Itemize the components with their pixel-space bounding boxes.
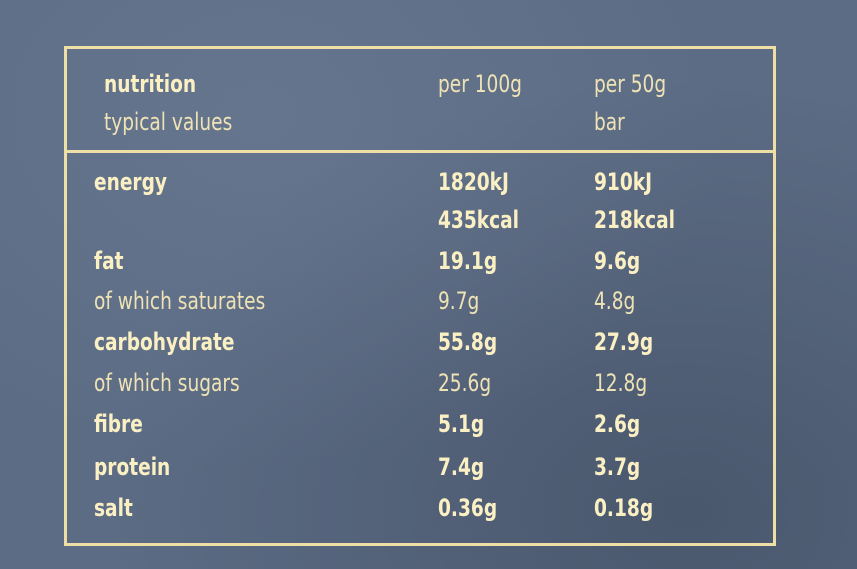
value-sugars-per-100g: 25.6g [438, 369, 492, 397]
table-header [67, 49, 773, 153]
value-sugars-per-50g: 12.8g [594, 369, 648, 397]
row-label-protein: protein [94, 453, 171, 481]
table-title: nutrition [104, 70, 197, 98]
row-label-sugars: of which sugars [94, 369, 240, 397]
value-energy-kj-per-100g: 1820kJ [438, 168, 509, 196]
row-label-saturates: of which saturates [94, 287, 266, 315]
column-header-per-50g: per 50g [594, 70, 667, 98]
row-label-carbohydrate: carbohydrate [94, 328, 235, 356]
value-protein-per-100g: 7.4g [438, 453, 485, 481]
row-label-fat: fat [94, 247, 124, 275]
value-saturates-per-50g: 4.8g [594, 287, 636, 315]
value-energy-kcal-per-50g: 218kcal [594, 206, 676, 234]
value-protein-per-50g: 3.7g [594, 453, 641, 481]
nutrition-table [64, 46, 776, 546]
row-label-salt: salt [94, 494, 133, 522]
value-carbohydrate-per-100g: 55.8g [438, 328, 498, 356]
row-label-energy: energy [94, 168, 167, 196]
row-label-fibre: fibre [94, 410, 143, 438]
value-fibre-per-100g: 5.1g [438, 410, 485, 438]
column-header-bar: bar [594, 108, 625, 136]
value-fat-per-50g: 9.6g [594, 247, 641, 275]
value-salt-per-100g: 0.36g [438, 494, 498, 522]
value-energy-kcal-per-100g: 435kcal [438, 206, 520, 234]
value-energy-kj-per-50g: 910kJ [594, 168, 653, 196]
value-fibre-per-50g: 2.6g [594, 410, 641, 438]
value-salt-per-50g: 0.18g [594, 494, 654, 522]
value-carbohydrate-per-50g: 27.9g [594, 328, 654, 356]
value-saturates-per-100g: 9.7g [438, 287, 480, 315]
column-header-per-100g: per 100g [438, 70, 522, 98]
table-subtitle: typical values [104, 108, 233, 136]
value-fat-per-100g: 19.1g [438, 247, 498, 275]
